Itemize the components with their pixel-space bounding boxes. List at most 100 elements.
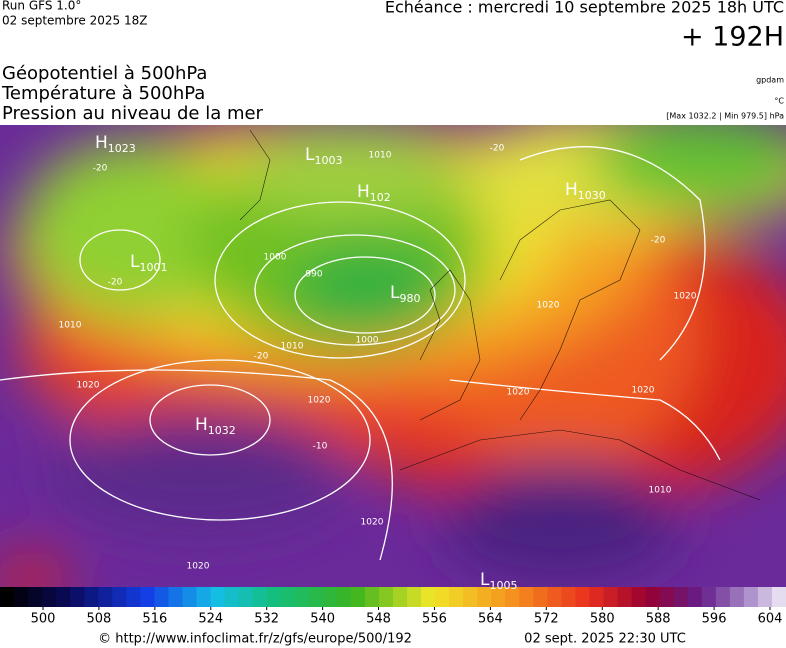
colorbar-swatch <box>449 587 464 607</box>
contour-label: 1020 <box>308 396 331 406</box>
colorbar-swatch <box>84 587 99 607</box>
colorbar-swatch <box>294 587 310 607</box>
colorbar-swatch <box>112 587 127 607</box>
center-kind: H <box>95 133 108 153</box>
colorbar-swatch <box>421 587 436 607</box>
pressure-center: L980 <box>390 283 420 305</box>
colorbar-swatch <box>477 587 492 607</box>
colorbar-swatch <box>687 587 703 607</box>
center-value: 1023 <box>108 142 136 155</box>
run-label: Run GFS 1.0° <box>2 0 81 13</box>
pressure-center: H102 <box>357 182 391 204</box>
colorbar-swatch <box>435 587 450 607</box>
footer-date: 02 sept. 2025 22:30 UTC <box>524 632 686 647</box>
contour-label: 990 <box>305 270 322 280</box>
colorbar-tick-label: 588 <box>646 612 671 627</box>
center-value: 980 <box>399 292 420 305</box>
colorbar-swatch <box>463 587 478 607</box>
colorbar-tick-label: 508 <box>87 612 112 627</box>
colorbar-swatch <box>42 587 57 607</box>
colorbar-swatch <box>659 587 675 607</box>
colorbar-swatch <box>729 587 745 607</box>
colorbar-swatch <box>154 587 169 607</box>
colorbar-swatch <box>393 587 408 607</box>
center-value: 102 <box>370 191 391 204</box>
colorbar-swatch <box>28 587 43 607</box>
footer-url: © http://www.infoclimat.fr/z/gfs/europe/… <box>98 632 412 647</box>
title: Température à 500hPa <box>1 83 205 104</box>
contour-label: 1010 <box>369 151 392 161</box>
run-date: 02 septembre 2025 18Z <box>2 14 147 28</box>
unit: °C <box>774 97 784 106</box>
colorbar-swatch <box>631 587 647 607</box>
contour-label: 1020 <box>507 388 530 398</box>
colorbar-swatch <box>505 587 520 607</box>
colorbar-swatch <box>715 587 731 607</box>
colorbar-swatch <box>645 587 661 607</box>
colorbar-swatch <box>168 587 183 607</box>
colorbar-tick-label: 532 <box>254 612 279 627</box>
colorbar-swatch <box>140 587 155 607</box>
contour-label: -20 <box>108 278 123 288</box>
colorbar-swatch <box>407 587 422 607</box>
colorbar-swatch <box>350 587 366 607</box>
contour-label: 1010 <box>649 486 672 496</box>
colorbar-tick-label: 604 <box>758 612 783 627</box>
contour-label: 1000 <box>264 253 287 263</box>
colorbar-tick-label: 580 <box>590 612 615 627</box>
center-kind: L <box>305 145 315 165</box>
center-kind: L <box>130 252 140 272</box>
colorbar-swatch <box>743 587 759 607</box>
colorbar-tick-label: 596 <box>702 612 727 627</box>
contour-label: 1020 <box>187 562 210 572</box>
colorbar-swatch <box>673 587 689 607</box>
colorbar-swatch <box>98 587 113 607</box>
colorbar-swatch <box>519 587 534 607</box>
colorbar-tick-label: 548 <box>366 612 391 627</box>
colorbar-swatch <box>252 587 268 607</box>
colorbar-tick-label: 564 <box>478 612 503 627</box>
colorbar-swatch <box>617 587 633 607</box>
pressure-center: L1005 <box>480 570 517 592</box>
colorbar-swatch <box>126 587 141 607</box>
colorbar-tick-label: 500 <box>31 612 56 627</box>
colorbar-swatch <box>266 587 282 607</box>
map <box>0 125 786 587</box>
contour-label: -20 <box>254 352 269 362</box>
colorbar-swatch <box>561 587 576 607</box>
colorbar-swatch <box>70 587 85 607</box>
colorbar-swatch <box>224 587 240 607</box>
pressure-center: L1001 <box>130 252 167 274</box>
colorbar-swatch <box>757 587 773 607</box>
colorbar-swatch <box>336 587 352 607</box>
colorbar-swatch <box>378 587 394 607</box>
colorbar-tick-label: 556 <box>422 612 447 627</box>
colorbar-swatch <box>0 587 15 607</box>
contour-label: -20 <box>490 144 505 154</box>
colorbar-swatch <box>589 587 605 607</box>
center-value: 1030 <box>578 189 606 202</box>
pressure-center: L1003 <box>305 145 342 167</box>
colorbar-tick-label: 516 <box>142 612 167 627</box>
colorbar-swatch <box>701 587 717 607</box>
title: Pression au niveau de la mer <box>2 103 264 124</box>
colorbar-swatch <box>14 587 29 607</box>
colorbar-swatch <box>308 587 324 607</box>
pressure-center: H1023 <box>95 133 136 155</box>
pressure-center: H1030 <box>565 180 606 202</box>
center-value: 1005 <box>489 579 517 592</box>
colorbar-swatch <box>196 587 212 607</box>
colorbar-swatch <box>491 587 506 607</box>
colorbar-swatch <box>238 587 254 607</box>
center-value: 1003 <box>314 154 342 167</box>
colorbar-swatch <box>575 587 590 607</box>
colorbar-swatch <box>182 587 197 607</box>
contour-label: -20 <box>651 236 666 246</box>
colorbar-swatch <box>533 587 548 607</box>
center-kind: L <box>480 570 490 590</box>
contour-label: -10 <box>313 442 328 452</box>
colorbar-swatch <box>210 587 226 607</box>
contour-label: 1020 <box>77 381 100 391</box>
center-kind: H <box>565 180 578 200</box>
